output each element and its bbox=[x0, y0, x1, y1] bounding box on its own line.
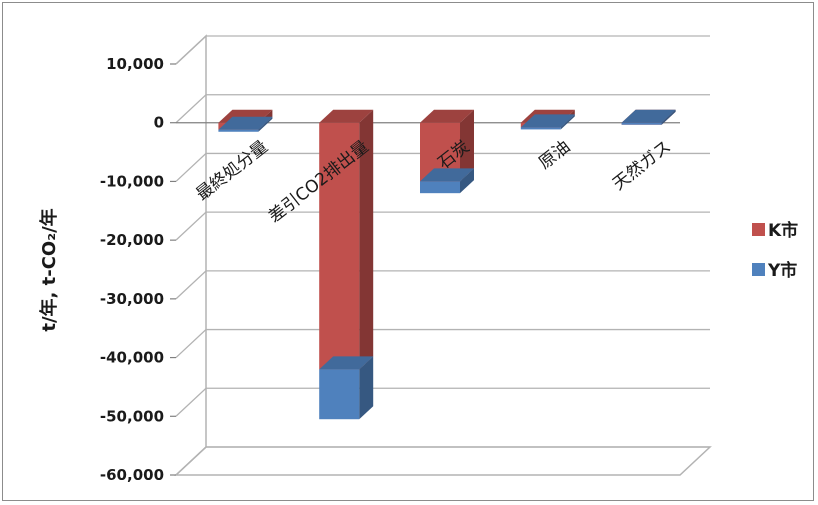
legend-swatch bbox=[752, 263, 765, 276]
bar-front bbox=[420, 181, 460, 194]
bar-side bbox=[661, 109, 676, 125]
floor bbox=[174, 446, 712, 476]
bar-top bbox=[218, 116, 273, 130]
gridline bbox=[175, 35, 710, 65]
y-axis-label: t/年, t-CO₂/年 bbox=[38, 208, 60, 331]
bar-top bbox=[319, 109, 374, 123]
bar-front bbox=[520, 127, 561, 130]
y-tick-label: -20,000 bbox=[100, 231, 164, 249]
gridline bbox=[175, 387, 710, 417]
legend-label: Y市 bbox=[767, 260, 797, 281]
gridline bbox=[175, 152, 710, 182]
gridline bbox=[175, 94, 710, 124]
bar-segment bbox=[621, 109, 676, 125]
x-category-label: 天然ガス bbox=[609, 137, 675, 195]
bar-side bbox=[258, 116, 273, 132]
gridline bbox=[175, 446, 710, 476]
legend-swatch bbox=[752, 223, 765, 236]
bar-segment bbox=[319, 109, 374, 370]
y-tick-label: -50,000 bbox=[100, 407, 164, 425]
gridline bbox=[175, 328, 710, 359]
bar-segment bbox=[520, 114, 575, 130]
bar-top bbox=[621, 109, 676, 123]
y-tick-label: -10,000 bbox=[100, 172, 164, 190]
bar-front bbox=[319, 122, 360, 370]
y-tick-label: 10,000 bbox=[106, 55, 164, 73]
bar-segment bbox=[420, 168, 474, 194]
bar-front bbox=[218, 129, 259, 132]
bar-front bbox=[621, 122, 662, 125]
y-axis-ticks: 10,000 0 -10,000 -20,000 -30,000 -40,000 -50,0… bbox=[100, 55, 164, 484]
bar-segment bbox=[218, 116, 273, 132]
bar-segment bbox=[319, 356, 374, 420]
bar-side bbox=[560, 114, 575, 130]
bar-top bbox=[319, 356, 374, 370]
gridlines bbox=[170, 35, 710, 476]
bars bbox=[218, 109, 676, 420]
bar-side bbox=[359, 109, 374, 370]
bar-top bbox=[420, 168, 474, 182]
legend: K市 Y市 bbox=[752, 220, 798, 281]
bar-segment bbox=[420, 109, 474, 182]
x-category-label: 原油 bbox=[535, 137, 574, 174]
bar-side bbox=[460, 109, 474, 182]
y-tick-label: 0 bbox=[154, 114, 164, 132]
bar-front bbox=[319, 369, 360, 420]
bar-top bbox=[420, 109, 474, 123]
bar-top bbox=[520, 114, 575, 128]
x-category-label: 最終処分量 bbox=[193, 137, 272, 205]
gridline bbox=[175, 270, 710, 300]
gridline bbox=[175, 211, 710, 241]
y-tick-label: -30,000 bbox=[100, 290, 164, 308]
chart-walls bbox=[174, 34, 712, 476]
side-wall bbox=[175, 34, 207, 476]
y-tick-label: -60,000 bbox=[100, 466, 164, 484]
bar-side bbox=[359, 356, 374, 420]
y-tick-label: -40,000 bbox=[100, 349, 164, 367]
bar-side bbox=[460, 168, 474, 194]
legend-label: K市 bbox=[768, 220, 798, 241]
